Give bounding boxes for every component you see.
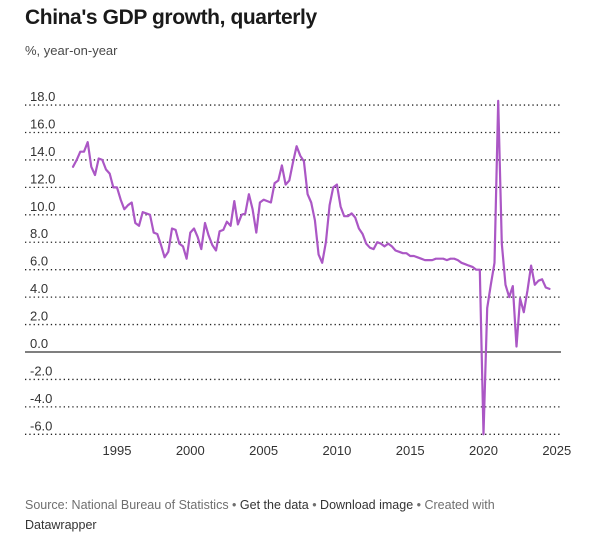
- series-lines: [71, 99, 551, 436]
- chart-title: China's GDP growth, quarterly: [25, 6, 317, 29]
- download-image-link[interactable]: Download image: [320, 498, 414, 512]
- created-with-text: Created with: [424, 498, 495, 512]
- y-tick-label: 16.0: [30, 116, 55, 131]
- x-tick-label: 2000: [176, 443, 205, 458]
- y-tick-label: -2.0: [30, 363, 52, 378]
- separator: •: [308, 498, 321, 512]
- y-tick-label: 6.0: [30, 254, 48, 269]
- x-tick-label: 2005: [249, 443, 278, 458]
- footer: Source: National Bureau of Statistics • …: [25, 495, 585, 535]
- gridlines: [25, 104, 561, 435]
- y-tick-label: 10.0: [30, 199, 55, 214]
- separator: •: [228, 498, 240, 512]
- x-tick-label: 2025: [542, 443, 571, 458]
- x-tick-label: 1995: [103, 443, 132, 458]
- y-tick-label: 14.0: [30, 144, 55, 159]
- chart-subtitle: %, year-on-year: [25, 43, 118, 58]
- datawrapper-link[interactable]: Datawrapper: [25, 518, 97, 532]
- y-tick-label: 0.0: [30, 336, 48, 351]
- get-the-data-link[interactable]: Get the data: [239, 498, 309, 512]
- y-tick-label: 18.0: [30, 89, 55, 104]
- y-tick-label: 4.0: [30, 281, 48, 296]
- x-tick-label: 2015: [396, 443, 425, 458]
- line-chart: 18.0 16.0 14.0 12.0 10.0 8.0 6.0 4.0 2.0 0.0 -2.0 -…: [25, 89, 572, 458]
- y-tick-label: 8.0: [30, 226, 48, 241]
- y-tick-label: 12.0: [30, 171, 55, 186]
- y-axis: 18.0 16.0 14.0 12.0 10.0 8.0 6.0 4.0 2.0 0.0 -2.0 -…: [30, 89, 55, 433]
- y-tick-label: -6.0: [30, 418, 52, 433]
- source-text: Source: National Bureau of Statistics: [25, 498, 229, 512]
- series-line-gdp-growth: [71, 99, 551, 436]
- separator: •: [413, 498, 425, 512]
- x-tick-label: 2020: [469, 443, 498, 458]
- x-tick-label: 2010: [322, 443, 351, 458]
- x-axis: 1995 2000 2005 2010 2015 2020 2025: [103, 443, 572, 458]
- y-tick-label: -4.0: [30, 391, 52, 406]
- y-tick-label: 2.0: [30, 309, 48, 324]
